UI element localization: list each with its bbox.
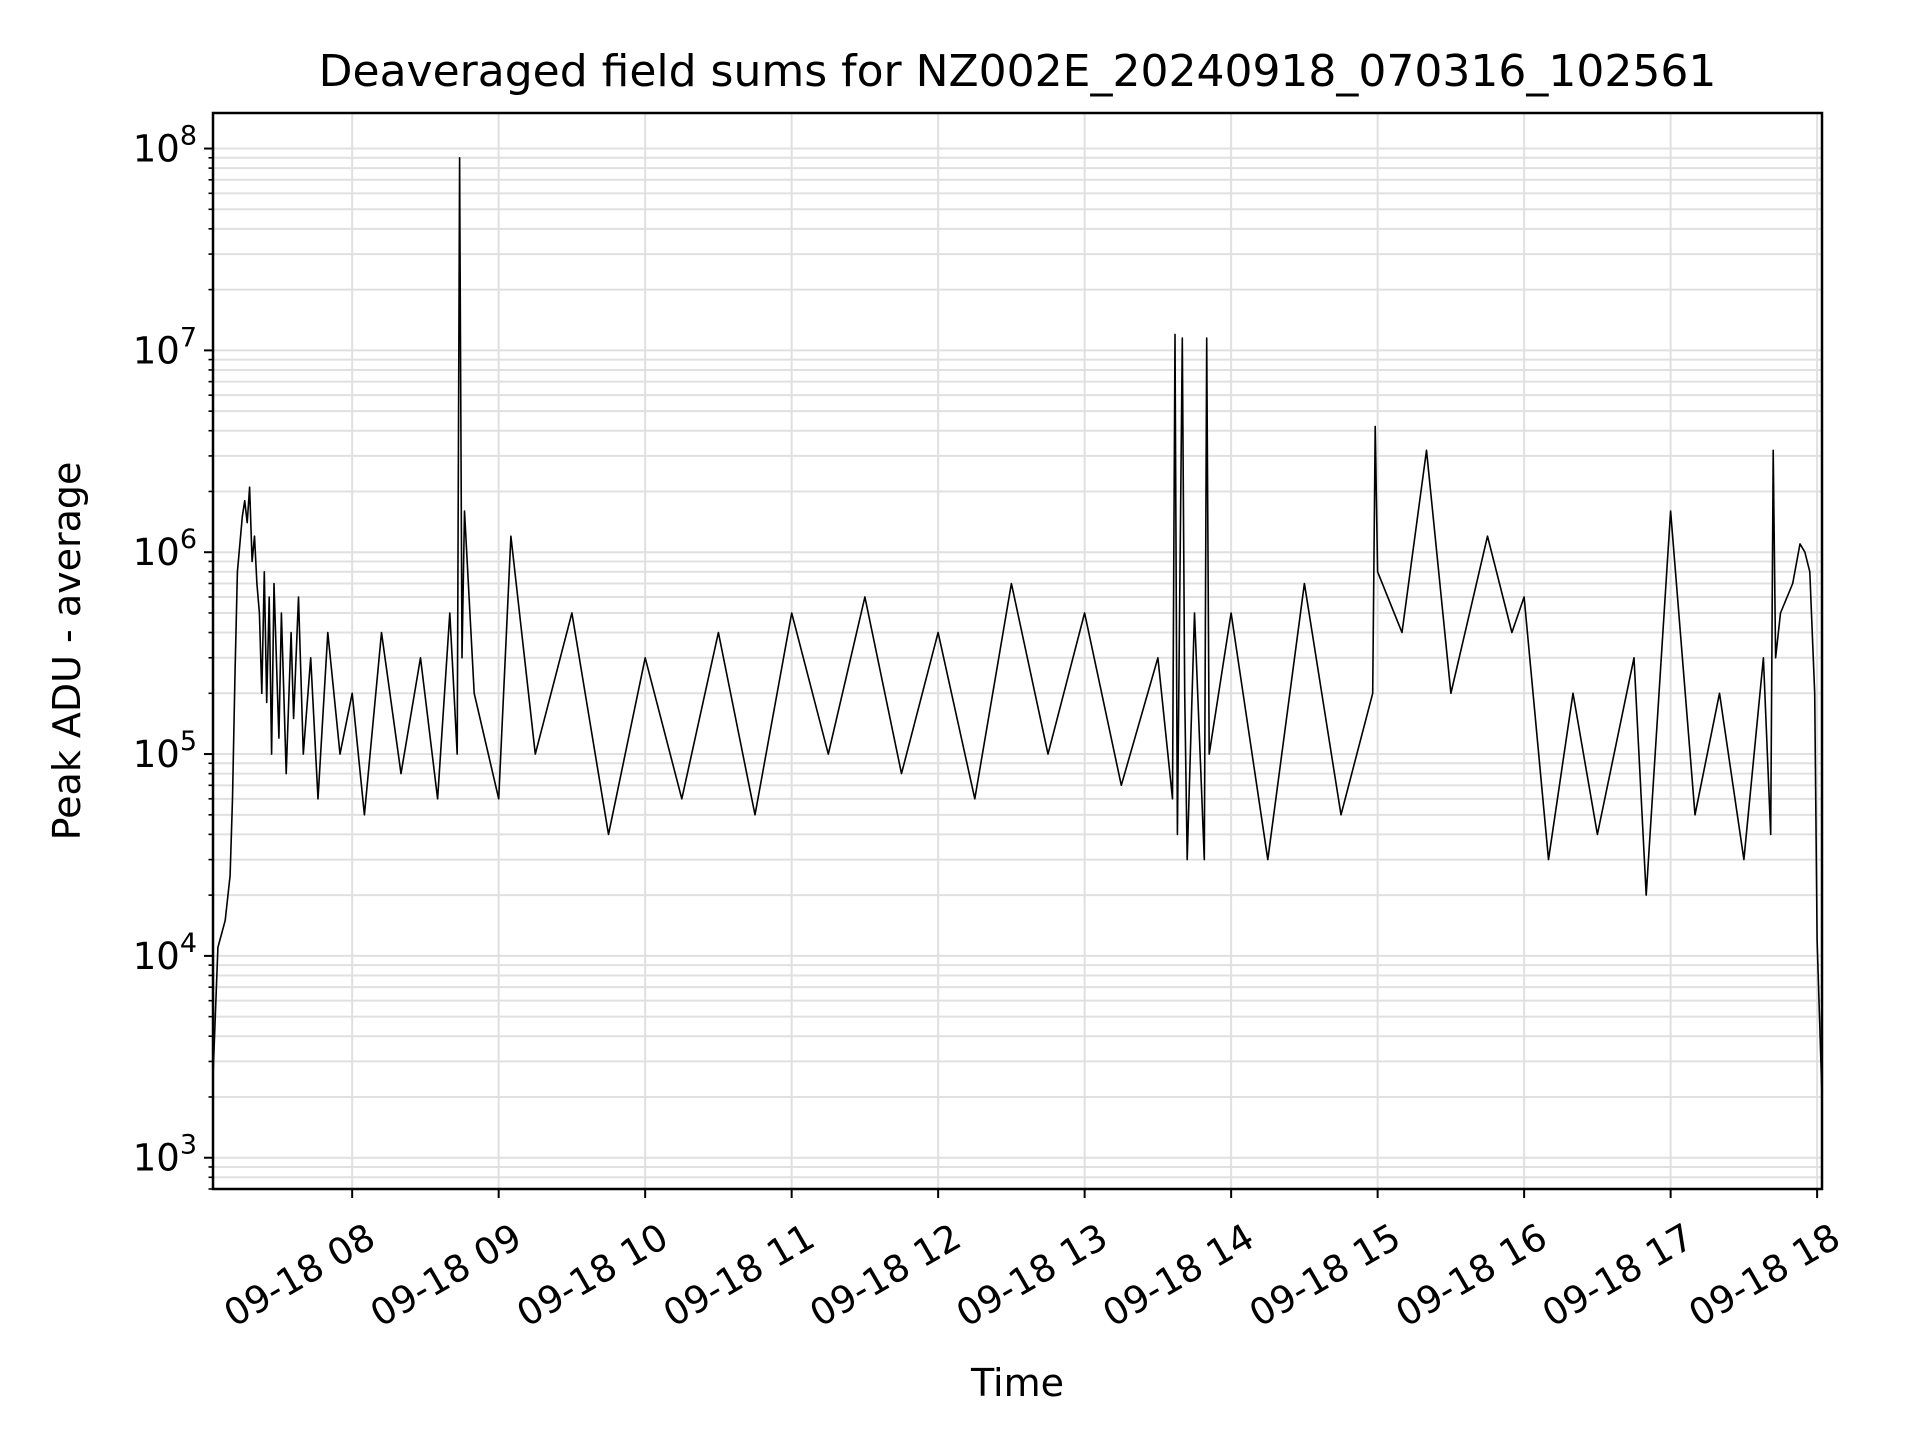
plot-frame	[211, 111, 1824, 1191]
y-tick-label: 105	[133, 726, 197, 776]
series-line	[212, 157, 1823, 1098]
y-tick-label: 108	[133, 121, 197, 171]
y-tick-label: 104	[133, 928, 197, 978]
x-axis-label: Time	[970, 1361, 1064, 1405]
tick-marks	[204, 147, 1819, 1198]
y-axis-label: Peak ADU - average	[45, 462, 89, 841]
y-tick-label: 106	[133, 524, 197, 574]
y-tick-label: 107	[133, 322, 197, 372]
series-layer	[212, 157, 1823, 1098]
grid-lines	[213, 113, 1822, 1190]
chart-title: Deaveraged field sums for NZ002E_2024091…	[319, 46, 1717, 97]
y-tick-label: 103	[133, 1130, 197, 1180]
